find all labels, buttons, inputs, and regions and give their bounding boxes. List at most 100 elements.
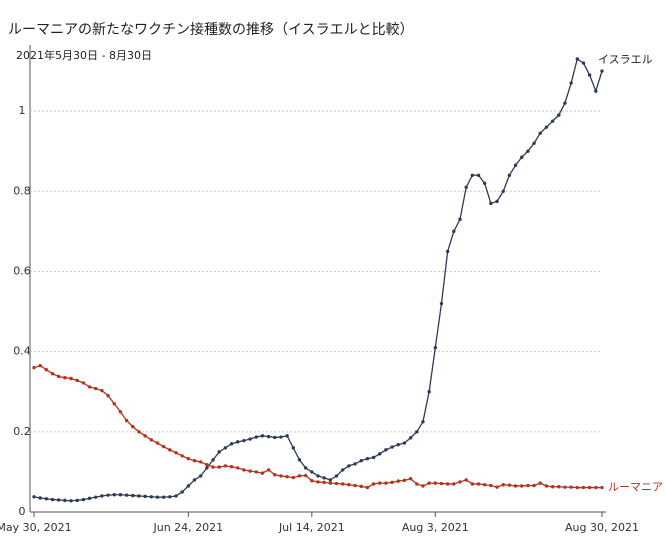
point xyxy=(581,61,586,65)
point xyxy=(260,434,265,438)
point xyxy=(223,446,228,450)
point xyxy=(402,478,407,483)
point xyxy=(489,201,493,206)
point xyxy=(32,495,36,499)
point xyxy=(248,437,252,441)
point xyxy=(489,483,493,488)
point xyxy=(266,468,271,472)
point xyxy=(575,485,580,490)
point xyxy=(353,483,357,488)
point xyxy=(569,81,573,85)
chart-subtitle: 2021年5月30日 - 8月30日 xyxy=(16,48,152,62)
point xyxy=(439,481,444,486)
point xyxy=(378,481,382,485)
point xyxy=(297,474,302,478)
point xyxy=(38,363,42,368)
point xyxy=(56,498,61,502)
point xyxy=(408,477,413,481)
point xyxy=(161,444,166,449)
point xyxy=(174,494,178,498)
point xyxy=(273,435,277,440)
x-tick-label: Jul 14, 2021 xyxy=(278,521,345,534)
point xyxy=(476,482,481,486)
point xyxy=(587,73,592,77)
point xyxy=(340,468,345,472)
point xyxy=(56,374,61,379)
point xyxy=(569,485,573,489)
point xyxy=(532,483,536,488)
point xyxy=(526,149,530,153)
point xyxy=(279,435,283,439)
point xyxy=(470,173,475,177)
point xyxy=(402,441,407,445)
point xyxy=(118,410,123,414)
series-line xyxy=(33,364,602,489)
point xyxy=(63,376,67,380)
point xyxy=(501,483,505,487)
point xyxy=(353,462,357,466)
point xyxy=(507,483,512,487)
point xyxy=(161,495,166,499)
y-tick-label: 0.8 xyxy=(13,184,31,197)
point xyxy=(217,465,221,469)
point xyxy=(334,474,339,478)
point xyxy=(124,493,129,497)
point xyxy=(513,484,518,488)
point xyxy=(322,480,326,485)
point xyxy=(205,462,209,467)
point xyxy=(594,89,598,93)
point xyxy=(81,381,86,385)
point xyxy=(520,484,524,488)
series-line xyxy=(33,57,603,502)
y-tick-label: 1 xyxy=(19,104,26,117)
point xyxy=(390,480,394,485)
point xyxy=(180,490,184,494)
point xyxy=(359,484,363,489)
point xyxy=(75,498,79,503)
point xyxy=(439,301,444,306)
point xyxy=(236,440,240,444)
point xyxy=(94,386,98,391)
point xyxy=(328,481,333,485)
point xyxy=(544,125,549,129)
y-tick-label: 0 xyxy=(19,505,26,518)
point xyxy=(87,496,92,501)
point xyxy=(106,493,110,497)
point xyxy=(211,465,215,469)
point xyxy=(310,479,314,483)
point xyxy=(217,450,221,454)
point xyxy=(452,229,456,234)
point xyxy=(347,464,351,468)
point xyxy=(168,495,172,499)
point xyxy=(44,367,49,372)
y-tick-label: 0.4 xyxy=(13,345,31,358)
point xyxy=(149,495,154,499)
point xyxy=(143,434,147,438)
point xyxy=(594,485,598,490)
point xyxy=(254,470,258,474)
point xyxy=(63,498,67,503)
point xyxy=(186,456,191,461)
point xyxy=(408,436,413,440)
point xyxy=(229,465,234,469)
point xyxy=(100,494,104,498)
point xyxy=(365,456,370,461)
point xyxy=(495,485,499,489)
point xyxy=(371,455,376,460)
point xyxy=(303,466,308,470)
point xyxy=(316,474,320,478)
point xyxy=(75,378,79,383)
point xyxy=(390,445,394,449)
point xyxy=(291,475,296,480)
point xyxy=(316,480,320,484)
point xyxy=(32,365,36,370)
point xyxy=(205,466,209,470)
point xyxy=(532,141,536,145)
point xyxy=(495,199,499,204)
point xyxy=(482,181,487,185)
point xyxy=(81,497,86,502)
point xyxy=(415,482,419,486)
point xyxy=(44,497,49,501)
point xyxy=(285,475,289,479)
